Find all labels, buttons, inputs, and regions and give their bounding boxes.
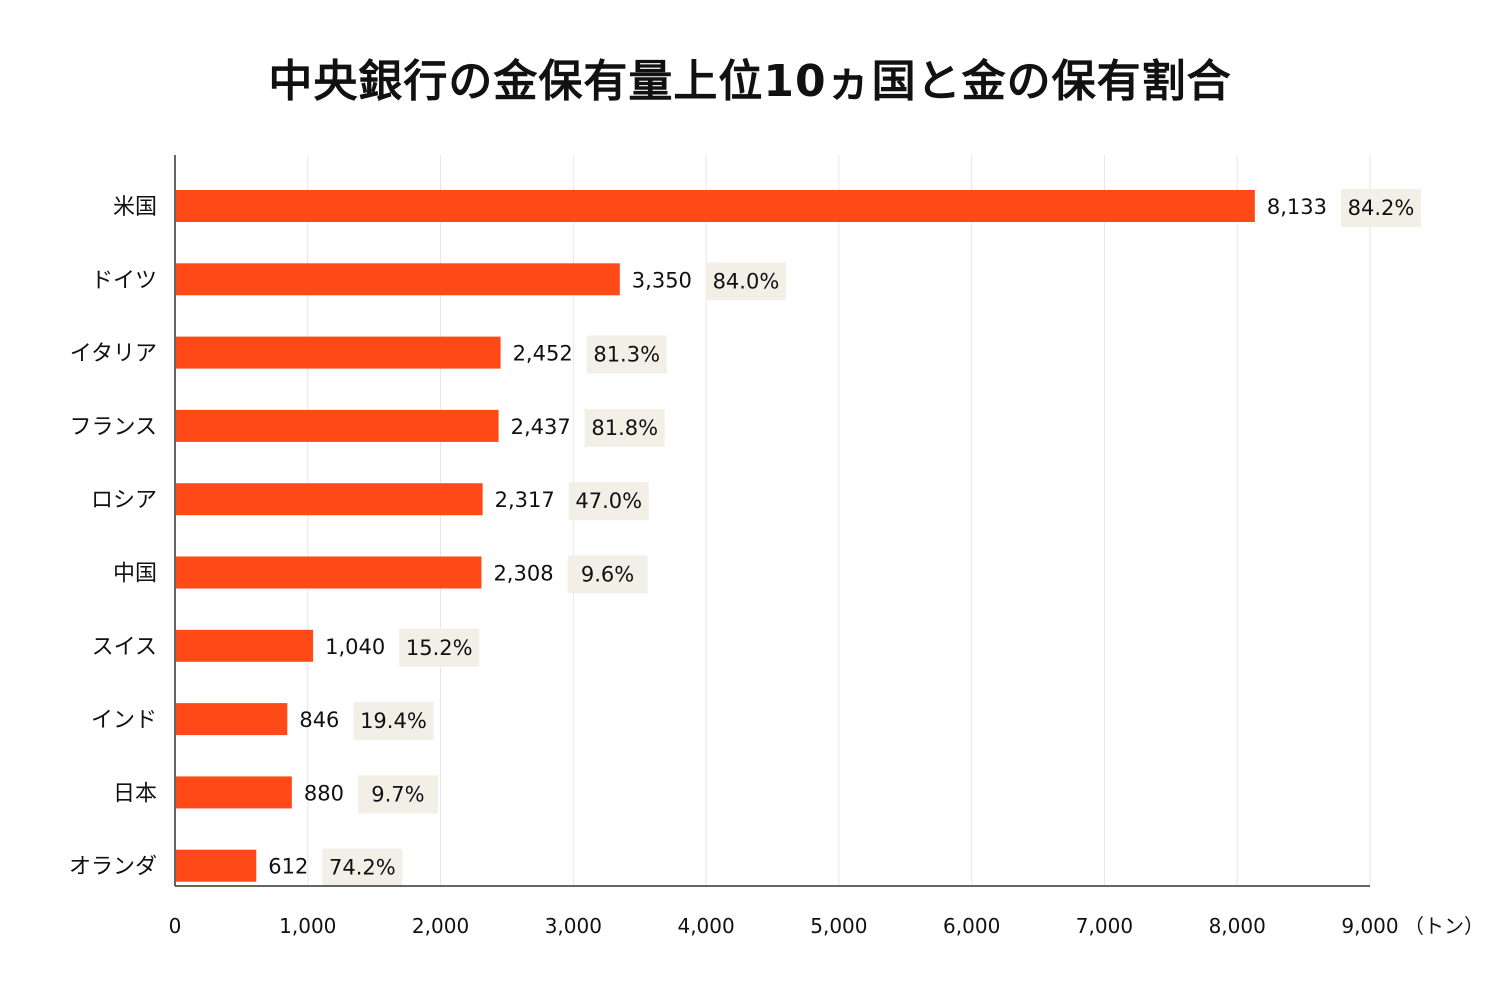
bar	[176, 776, 292, 809]
share-label: 9.6%	[581, 563, 634, 587]
value-label: 2,317	[495, 488, 555, 512]
share-label-box	[399, 628, 480, 667]
bar	[176, 556, 482, 589]
x-tick-label: 4,000	[677, 914, 734, 938]
x-tick-label: 6,000	[943, 914, 1000, 938]
category-label: スイス	[92, 635, 157, 660]
share-label: 81.3%	[593, 343, 660, 367]
bar	[176, 703, 288, 736]
value-label: 2,437	[511, 415, 571, 439]
share-label-box	[322, 848, 403, 887]
x-tick-label: 5,000	[810, 914, 867, 938]
share-label: 74.2%	[329, 856, 396, 880]
value-label: 846	[299, 708, 339, 732]
x-tick-label: 8,000	[1209, 914, 1266, 938]
bar	[176, 409, 499, 442]
category-label: 米国	[113, 195, 157, 220]
chart-title: 中央銀行の金保有量上位10ヵ国と金の保有割合	[268, 56, 1232, 107]
value-label: 612	[268, 855, 308, 879]
x-tick-label: 9,000	[1341, 914, 1398, 938]
share-label: 84.0%	[713, 269, 780, 293]
share-label-box	[568, 482, 649, 521]
share-label-box	[567, 555, 648, 594]
x-tick-label: 1,000	[279, 914, 336, 938]
category-label: 中国	[113, 562, 157, 587]
bar	[176, 629, 314, 662]
bar	[176, 336, 501, 369]
share-label: 84.2%	[1348, 196, 1415, 220]
share-label: 19.4%	[360, 709, 427, 733]
share-label: 47.0%	[575, 489, 642, 513]
x-tick-label: 2,000	[412, 914, 469, 938]
bar	[176, 849, 257, 882]
share-label-box	[584, 408, 665, 447]
bar	[176, 483, 483, 516]
category-label: イタリア	[70, 342, 157, 367]
bars	[176, 189, 1422, 887]
share-label: 9.7%	[371, 782, 424, 806]
x-tick-label: 0	[169, 914, 182, 938]
share-label-box	[705, 262, 786, 301]
value-label: 880	[304, 781, 344, 805]
axes	[174, 155, 1370, 887]
share-label-box	[353, 702, 434, 741]
bar	[176, 263, 620, 296]
share-label-box	[1341, 189, 1422, 227]
category-label: オランダ	[69, 855, 157, 880]
category-label: ドイツ	[91, 268, 157, 293]
value-label: 3,350	[632, 268, 692, 292]
category-label: ロシア	[91, 488, 157, 513]
category-label: フランス	[69, 415, 157, 440]
category-label: 日本	[113, 781, 157, 806]
share-label: 15.2%	[406, 636, 473, 660]
value-label: 8,133	[1267, 195, 1327, 219]
value-label: 2,308	[493, 562, 553, 586]
share-label-box	[586, 335, 667, 374]
bar	[176, 190, 1255, 222]
category-label: インド	[91, 708, 157, 733]
share-label: 81.8%	[591, 416, 658, 440]
share-label-box	[357, 775, 438, 814]
value-label: 1,040	[325, 635, 385, 659]
value-label: 2,452	[513, 342, 573, 366]
labels: 0 1,000 2,000 3,000 4,000 5,000 6,000 7,000 8,00…	[69, 195, 1484, 938]
x-unit-label: （トン）	[1404, 914, 1484, 938]
x-tick-label: 7,000	[1076, 914, 1133, 938]
x-tick-label: 3,000	[545, 914, 602, 938]
